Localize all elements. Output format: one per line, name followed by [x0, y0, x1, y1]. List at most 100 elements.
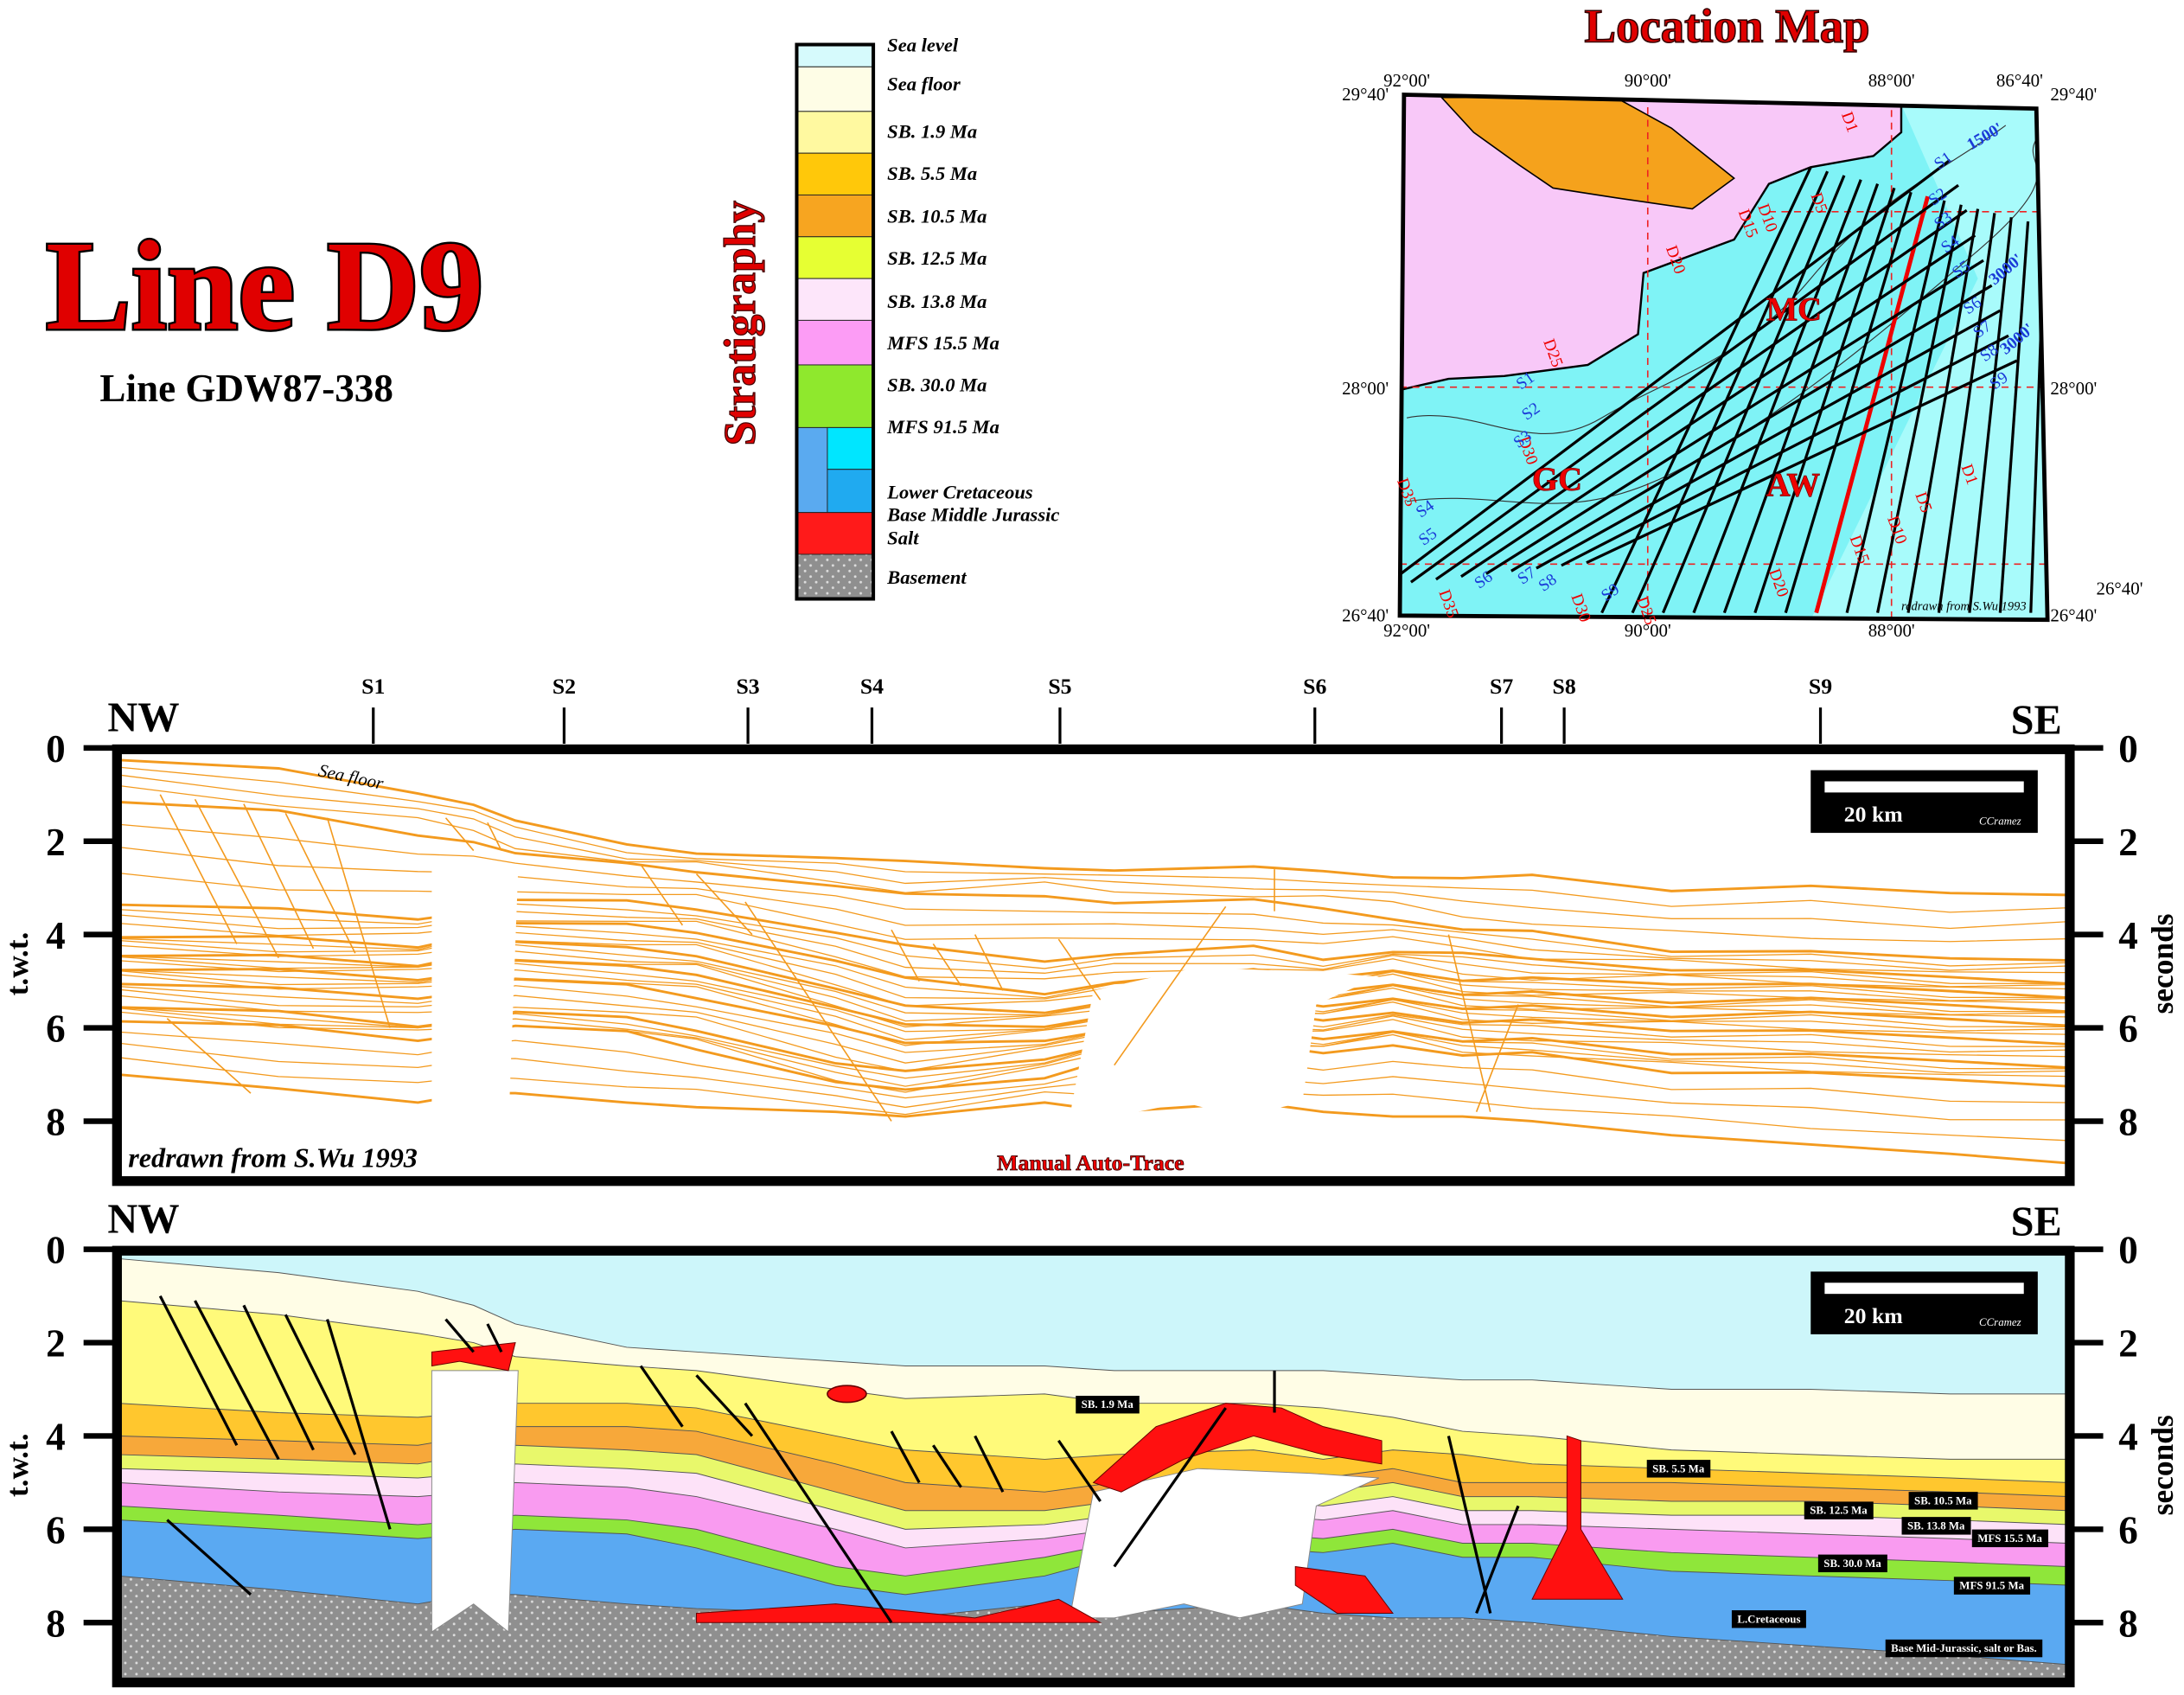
fault [194, 1300, 280, 1461]
scale-bar [1810, 770, 2038, 834]
legend-label: MFS 91.5 Ma [886, 416, 999, 438]
lat-label: 26°40' [2097, 579, 2143, 599]
salt [1531, 1435, 1624, 1600]
survey-line [1586, 359, 2018, 565]
tick-label: 6 [46, 1007, 66, 1051]
legend-label: Sea level [887, 35, 959, 56]
horizon-label-box [1817, 1554, 1887, 1573]
scale-label: 20 km [1844, 1303, 1904, 1328]
horizon-label-box [1971, 1529, 2049, 1548]
fault [974, 934, 1004, 991]
fault [1114, 905, 1227, 1066]
fault [326, 1319, 392, 1530]
fault [1447, 934, 1491, 1112]
fault [159, 794, 238, 944]
lon-label: 92°00' [1383, 70, 1430, 91]
section-frame [112, 744, 2075, 1186]
survey-line [1937, 213, 1996, 613]
survey-line [1631, 170, 1830, 614]
fault [444, 817, 475, 852]
scale-label: 20 km [1844, 802, 1904, 827]
fault [1057, 938, 1102, 1001]
tick-label: 2 [2118, 821, 2138, 864]
horizon-label: SB. 5.5 Ma [1652, 1462, 1705, 1474]
station-label: S4 [860, 674, 884, 699]
fault [890, 1430, 921, 1484]
lon-label: 92°00' [1383, 620, 1430, 641]
salt [431, 1341, 516, 1372]
horizon-label-box [1901, 1517, 1971, 1535]
station-label: S5 [1048, 674, 1071, 699]
fault [1475, 1505, 1520, 1615]
legend-title: Stratigraphy [716, 201, 765, 446]
direction-label: SE [2011, 698, 2062, 744]
lon-label: 86°40' [1996, 70, 2043, 91]
legend-label: SB. 10.5 Ma [887, 206, 987, 227]
survey-line [1876, 204, 1963, 613]
legend-label: MFS 15.5 Ma [886, 332, 999, 354]
reflector [119, 766, 2067, 913]
station-label: S3 [736, 674, 759, 699]
fault [695, 1374, 754, 1437]
station-label: S1 [361, 674, 385, 699]
legend-label: Basement [886, 566, 967, 588]
tick-label: 2 [46, 1322, 66, 1366]
horizon-label-box [1908, 1492, 1978, 1510]
horizon-label: MFS 91.5 Ma [1959, 1580, 2024, 1592]
map-title: Location Map [1585, 0, 1870, 52]
lat-label: 28°00' [2050, 378, 2097, 399]
reflector [119, 903, 2067, 985]
axis-label: t.w.t. [0, 1433, 35, 1497]
legend-label: SB. 1.9 Ma [887, 120, 977, 142]
horizon-label: MFS 15.5 Ma [1977, 1532, 2042, 1545]
fault [194, 798, 279, 959]
fault [932, 1444, 962, 1488]
fault [487, 822, 502, 851]
tick-label: 8 [46, 1602, 66, 1645]
scale-bar-white [1824, 781, 2024, 793]
fault [1475, 1004, 1519, 1112]
tick-label: 0 [2118, 1229, 2138, 1272]
horizon-label-box [1953, 1577, 2031, 1595]
reflector [119, 774, 2067, 930]
fault [326, 817, 391, 1028]
diapir [431, 1370, 519, 1634]
survey-line [1536, 309, 2002, 570]
legend-label: SB. 12.5 Ma [887, 247, 987, 269]
legend-label: Lower Cretaceous [886, 482, 1033, 503]
horizon-label-box [1646, 1460, 1711, 1478]
station-label: S7 [1490, 674, 1513, 699]
axis-label: seconds [2145, 913, 2180, 1014]
section-frame [112, 1245, 2075, 1688]
survey-line [1968, 217, 2013, 613]
survey-line [1561, 334, 2009, 567]
area-label: GC [1532, 462, 1582, 498]
fault [158, 1295, 239, 1446]
geologic-section [119, 1255, 2067, 1680]
direction-label: NW [107, 1196, 179, 1242]
direction-label: SE [2011, 1199, 2062, 1245]
tick-label: 6 [46, 1508, 66, 1551]
axis-label: seconds [2145, 1415, 2180, 1515]
area-label: AW [1766, 467, 1821, 503]
legend-label: Sea floor [887, 74, 961, 95]
author-label: CCramez [1979, 815, 2021, 827]
deep-sea [1810, 104, 2048, 620]
salt [827, 1385, 867, 1404]
fault [284, 1314, 357, 1455]
station-label: S9 [1809, 674, 1832, 699]
lon-label: 90°00' [1625, 70, 1671, 91]
tick-label: 2 [46, 821, 66, 864]
seismic-section [119, 758, 2067, 1165]
survey-line [1460, 233, 1976, 579]
tick-label: 6 [2118, 1007, 2138, 1051]
method: Manual Auto-Trace [997, 1150, 1184, 1175]
fault [166, 1018, 252, 1094]
tick-label: 0 [46, 1229, 66, 1272]
fault [891, 929, 920, 982]
survey-line [1510, 284, 1993, 572]
tick-label: 4 [46, 1416, 66, 1459]
fault [640, 864, 684, 926]
lat-label: 26°40' [1342, 604, 1389, 625]
